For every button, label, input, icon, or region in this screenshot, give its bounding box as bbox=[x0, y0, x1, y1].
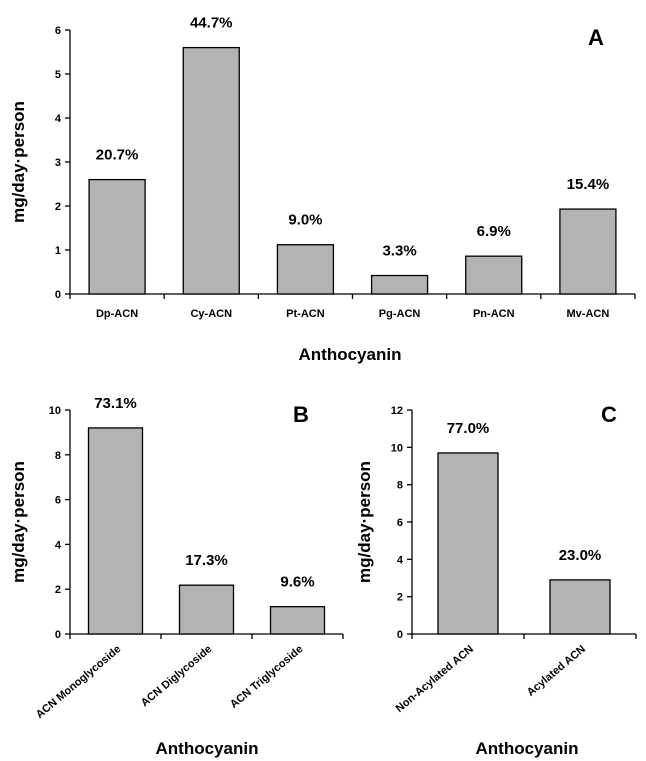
y-tick-label: 12 bbox=[391, 405, 403, 417]
y-tick-label: 0 bbox=[397, 629, 403, 641]
x-axis-title: Anthocyanin bbox=[156, 739, 259, 758]
data-label: 9.6% bbox=[280, 574, 314, 591]
bar bbox=[549, 579, 611, 635]
x-tick-label: Pg-ACN bbox=[379, 308, 421, 320]
x-tick-label: Acylated ACN bbox=[525, 643, 588, 699]
bar bbox=[465, 255, 523, 295]
data-label: 9.0% bbox=[288, 212, 322, 229]
panel-letter: B bbox=[293, 402, 309, 427]
data-label: 20.7% bbox=[96, 147, 139, 164]
data-label: 44.7% bbox=[190, 15, 233, 32]
data-label: 23.0% bbox=[559, 547, 602, 564]
bar bbox=[182, 46, 240, 295]
bar bbox=[87, 427, 144, 635]
y-tick-label: 4 bbox=[397, 554, 404, 566]
y-axis-title: mg/day·person bbox=[355, 461, 374, 583]
y-tick-label: 1 bbox=[55, 245, 61, 257]
y-tick-label: 6 bbox=[55, 495, 61, 507]
y-tick-label: 8 bbox=[55, 450, 61, 462]
chart-panel-b: 0 2 4 6 8 10 73.1% ACN Monoglycoside 17.3% ACN Di… bbox=[9, 395, 344, 758]
panel-letter: C bbox=[601, 402, 617, 427]
x-tick-label: Pt-ACN bbox=[286, 308, 325, 320]
y-tick-label: 10 bbox=[49, 405, 61, 417]
bar bbox=[88, 178, 146, 295]
y-tick-label: 10 bbox=[391, 442, 403, 454]
bar bbox=[437, 452, 499, 635]
y-tick-label: 2 bbox=[55, 201, 61, 213]
y-tick-label: 3 bbox=[55, 157, 61, 169]
bar bbox=[178, 584, 235, 635]
x-tick-label: ACN Monoglycoside bbox=[34, 643, 124, 721]
x-tick-label: Dp-ACN bbox=[96, 308, 138, 320]
y-tick-label: 0 bbox=[55, 629, 61, 641]
data-label: 3.3% bbox=[382, 243, 416, 260]
x-axis-title: Anthocyanin bbox=[299, 345, 402, 364]
x-tick-label: Non-Acylated ACN bbox=[394, 643, 476, 715]
bar bbox=[269, 606, 326, 635]
chart-panel-c: 0 2 4 6 8 10 12 77.0% Non-Acylated ACN 23.0% Acyla… bbox=[355, 402, 637, 758]
data-label: 6.9% bbox=[477, 223, 511, 240]
x-tick-label: Pn-ACN bbox=[473, 308, 515, 320]
y-axis-title: mg/day·person bbox=[9, 101, 28, 223]
y-tick-label: 4 bbox=[55, 113, 62, 125]
chart-panel-a: 0 1 2 3 4 5 6 20.7% Dp-ACN 44.7% Cy-ACN 9.0% Pt-ACN 3… bbox=[9, 15, 636, 364]
x-tick-label: Cy-ACN bbox=[190, 308, 232, 320]
data-label: 15.4% bbox=[567, 176, 610, 193]
x-tick-label: ACN Triglycoside bbox=[228, 643, 305, 711]
y-tick-label: 8 bbox=[397, 480, 403, 492]
y-tick-label: 2 bbox=[55, 584, 61, 596]
y-tick-label: 2 bbox=[397, 592, 403, 604]
data-label: 77.0% bbox=[447, 420, 490, 437]
y-tick-label: 6 bbox=[397, 517, 403, 529]
x-axis-title: Anthocyanin bbox=[476, 739, 579, 758]
y-tick-label: 4 bbox=[55, 539, 62, 551]
bar bbox=[559, 208, 617, 295]
y-tick-label: 5 bbox=[55, 69, 61, 81]
bar bbox=[276, 244, 335, 295]
data-label: 17.3% bbox=[185, 552, 228, 569]
y-tick-label: 0 bbox=[55, 289, 61, 301]
bar bbox=[370, 274, 429, 295]
data-label: 73.1% bbox=[94, 395, 137, 412]
x-tick-label: ACN Diglycoside bbox=[139, 643, 215, 709]
y-tick-label: 6 bbox=[55, 25, 61, 37]
x-tick-label: Mv-ACN bbox=[567, 308, 610, 320]
y-axis-title: mg/day·person bbox=[9, 461, 28, 583]
panel-letter: A bbox=[588, 25, 604, 50]
